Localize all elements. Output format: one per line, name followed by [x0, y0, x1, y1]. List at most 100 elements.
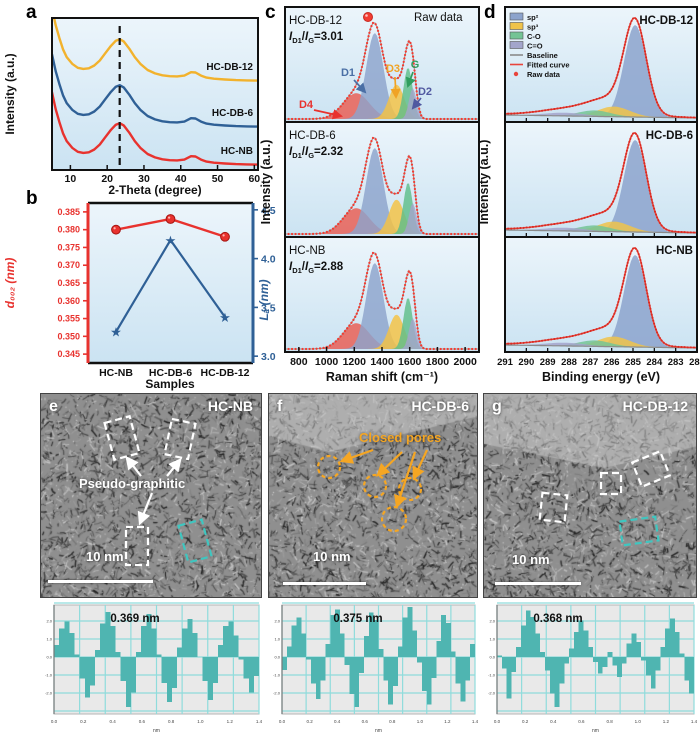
svg-text:HC-DB-12: HC-DB-12 — [206, 62, 253, 73]
svg-text:4.5: 4.5 — [261, 205, 276, 217]
svg-text:nm: nm — [592, 728, 599, 734]
svg-text:★: ★ — [219, 310, 231, 325]
svg-text:2.0: 2.0 — [489, 619, 495, 624]
profile-bars — [282, 607, 476, 707]
closed-pore-region-box — [618, 515, 660, 547]
tem-annotation-marks — [538, 449, 672, 547]
profile-bars — [54, 611, 260, 707]
pseudo-graphitic-region-box — [599, 471, 623, 496]
svg-text:Intensity (a.u.): Intensity (a.u.) — [3, 53, 17, 134]
svg-text:4.0: 4.0 — [261, 254, 276, 266]
xrd-curve-HC-NB — [53, 91, 257, 166]
svg-text:2.0: 2.0 — [274, 619, 280, 624]
svg-text:HC-NB: HC-NB — [99, 367, 133, 379]
annotation-arrow — [137, 492, 154, 526]
panel-f-label: f — [277, 398, 283, 415]
svg-text:291: 291 — [497, 357, 514, 368]
xps-baseline — [505, 229, 697, 234]
sample-name-label: HC-DB-12 — [622, 398, 688, 414]
svg-text:HC-DB-6: HC-DB-6 — [149, 367, 192, 379]
svg-text:1.0: 1.0 — [274, 637, 280, 642]
svg-text:Intensity (a.u.): Intensity (a.u.) — [259, 140, 273, 225]
svg-text:Raman shift (cm⁻¹): Raman shift (cm⁻¹) — [326, 370, 438, 384]
svg-text:0.0: 0.0 — [489, 655, 495, 660]
svg-text:286: 286 — [604, 357, 620, 368]
svg-text:0.4: 0.4 — [334, 719, 341, 724]
svg-text:0.370: 0.370 — [57, 260, 80, 270]
closed-pore-circle — [380, 505, 408, 533]
pseudo-graphitic-label: Pseudo-graphitic — [79, 476, 186, 491]
svg-text:1800: 1800 — [426, 356, 450, 368]
scalebar-line — [495, 582, 581, 585]
svg-text:0.375 nm: 0.375 nm — [333, 613, 382, 625]
svg-text:0.385: 0.385 — [57, 207, 80, 217]
svg-text:1.0: 1.0 — [197, 719, 204, 724]
svg-text:1.0: 1.0 — [489, 637, 495, 642]
raman-subpanel-HC-NB: HC-NB ID1/IG=2.88 — [283, 236, 481, 353]
tem-annotation-marks — [103, 414, 213, 567]
svg-text:D1: D1 — [341, 67, 355, 79]
raman-subpanel-HC-DB-6: HC-DB-6 ID1/IG=2.32 — [283, 121, 481, 238]
xrd-curve-HC-DB-6 — [53, 53, 257, 128]
svg-text:60: 60 — [248, 173, 260, 185]
svg-text:Binding energy (eV): Binding energy (eV) — [542, 370, 660, 384]
closed-pore-circle — [362, 473, 388, 499]
svg-text:1.4: 1.4 — [256, 719, 263, 724]
svg-text:nm: nm — [375, 728, 382, 734]
svg-text:Baseline: Baseline — [527, 51, 558, 60]
svg-text:Raw data: Raw data — [527, 70, 561, 79]
svg-text:0.355: 0.355 — [57, 314, 80, 324]
panel-g-label: g — [492, 398, 502, 415]
xps-fitted-curve — [504, 131, 697, 234]
xps-peak-C-O — [505, 225, 697, 233]
xrd-chart: HC-DB-12 HC-DB-6 HC-NB 10 20 30 40 50 60 2-Theta … — [3, 17, 260, 197]
svg-text:HC-DB-12: HC-DB-12 — [639, 15, 693, 27]
xps-peak-C-O — [505, 110, 697, 118]
svg-text:0.6: 0.6 — [139, 719, 146, 724]
svg-text:2000: 2000 — [453, 356, 477, 368]
panel-d-label: d — [484, 2, 496, 23]
svg-text:289: 289 — [540, 357, 556, 368]
svg-text:1.2: 1.2 — [444, 719, 451, 724]
svg-text:nm: nm — [153, 728, 160, 734]
svg-text:sp³: sp³ — [527, 23, 539, 32]
svg-text:0.2: 0.2 — [306, 719, 313, 724]
svg-text:-2.0: -2.0 — [488, 691, 496, 696]
svg-text:0.375: 0.375 — [57, 242, 80, 252]
svg-text:C=O: C=O — [527, 42, 543, 51]
pseudo-graphitic-region-box — [103, 414, 141, 462]
svg-text:284: 284 — [646, 357, 663, 368]
svg-text:2.0: 2.0 — [46, 619, 52, 624]
annotation-arrow — [412, 449, 428, 481]
profile-bars — [497, 610, 694, 707]
xps-peak-sp² — [505, 25, 697, 118]
svg-text:50: 50 — [212, 173, 224, 185]
panel-c-label: c — [265, 2, 276, 23]
svg-text:HC-NB: HC-NB — [221, 146, 253, 157]
svg-text:D4: D4 — [299, 99, 314, 111]
svg-text:30: 30 — [138, 173, 150, 185]
panel-e-label: e — [49, 398, 58, 415]
svg-text:0.0: 0.0 — [51, 719, 58, 724]
svg-text:1600: 1600 — [398, 356, 422, 368]
svg-text:-1.0: -1.0 — [45, 673, 53, 678]
svg-text:ID1/IG=3.01: ID1/IG=3.01 — [289, 31, 344, 45]
xps-fitted-curve — [504, 246, 697, 349]
raman-raw-data — [283, 251, 481, 351]
svg-text:-1.0: -1.0 — [273, 673, 281, 678]
closed-pore-region-box — [177, 518, 213, 564]
la-line — [115, 238, 226, 333]
closed-pore-circle — [316, 454, 342, 480]
annotation-arrow — [394, 451, 417, 509]
svg-text:ID1/IG=2.88: ID1/IG=2.88 — [289, 261, 344, 275]
xps-subpanel-HC-DB-6: HC-DB-6 — [504, 121, 698, 238]
closed-pores-label: Closed pores — [359, 430, 442, 445]
pseudo-graphitic-region-box — [538, 491, 569, 524]
svg-text:287: 287 — [582, 357, 598, 368]
closed-pore-circle — [397, 476, 423, 502]
svg-text:0.4: 0.4 — [550, 719, 557, 724]
tem-micrograph — [484, 394, 696, 597]
svg-text:1000: 1000 — [315, 356, 339, 368]
svg-text:0.2: 0.2 — [522, 719, 529, 724]
svg-text:Intensity (a.u.): Intensity (a.u.) — [477, 140, 491, 225]
